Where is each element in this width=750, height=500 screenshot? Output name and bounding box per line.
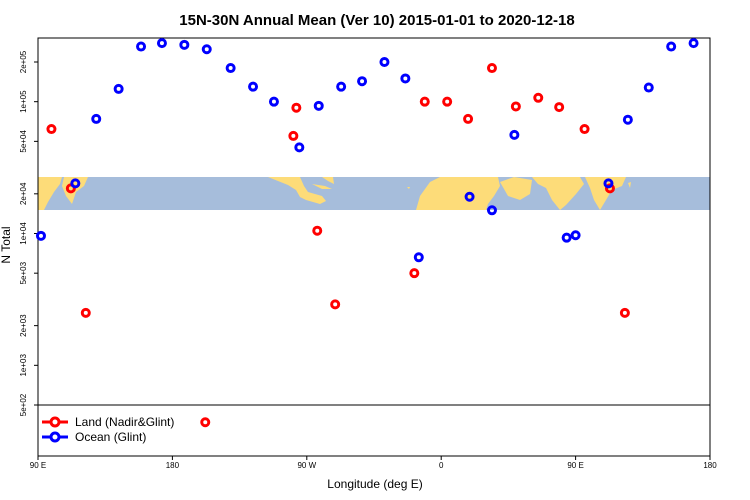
data-point-land xyxy=(619,307,630,318)
data-point-land xyxy=(80,307,91,318)
data-point-ocean xyxy=(179,39,190,50)
data-point-ocean xyxy=(294,142,305,153)
data-point-ocean xyxy=(688,38,699,49)
map-band xyxy=(38,177,710,210)
data-point-land xyxy=(330,299,341,310)
data-point-land xyxy=(312,225,323,236)
data-point-ocean xyxy=(603,178,614,189)
data-point-ocean xyxy=(486,205,497,216)
legend: Land (Nadir&Glint) Ocean (Glint) xyxy=(42,415,174,444)
data-point-ocean xyxy=(248,81,259,92)
map-land-cuba xyxy=(312,184,332,189)
map-land-arabia xyxy=(500,177,532,200)
data-point-land xyxy=(288,130,299,141)
y-axis-title: N Total xyxy=(0,226,13,263)
data-points xyxy=(35,38,699,428)
data-point-ocean xyxy=(509,129,520,140)
data-point-ocean xyxy=(643,82,654,93)
y-tick-label: 5e+04 xyxy=(19,130,28,153)
data-point-land xyxy=(486,63,497,74)
x-tick-label: 90 E xyxy=(567,461,583,470)
legend-ocean-marker xyxy=(49,431,61,443)
y-tick-label: 2e+03 xyxy=(19,314,28,337)
y-tick-label: 5e+03 xyxy=(19,261,28,284)
x-tick-label: 180 xyxy=(166,461,180,470)
data-point-land xyxy=(604,183,615,194)
x-axis-title: Longitude (deg E) xyxy=(327,477,422,491)
data-point-ocean xyxy=(113,83,124,94)
legend-land-marker xyxy=(49,416,61,428)
map-land-left-india xyxy=(38,177,62,210)
map-land-canary xyxy=(407,187,410,189)
y-tick-label: 1e+03 xyxy=(19,354,28,377)
data-point-land xyxy=(291,102,302,113)
data-point-ocean xyxy=(225,63,236,74)
data-point-ocean xyxy=(156,38,167,49)
y-ticks: 5e+02 1e+03 2e+03 5e+03 1e+04 2e+04 5e+04 1e+05… xyxy=(19,50,38,416)
legend-ocean-label: Ocean (Glint) xyxy=(75,430,146,444)
legend-land-label: Land (Nadir&Glint) xyxy=(75,415,174,429)
data-point-ocean xyxy=(70,178,81,189)
plot-frame xyxy=(37,37,711,457)
data-point-land xyxy=(200,417,211,428)
data-point-land xyxy=(409,268,420,279)
data-point-ocean xyxy=(91,113,102,124)
map-land-north-america xyxy=(268,177,326,204)
map-land-indochina xyxy=(585,177,626,210)
x-tick-label: 0 xyxy=(439,461,444,470)
data-point-ocean xyxy=(561,232,572,243)
data-point-ocean xyxy=(400,73,411,84)
data-point-land xyxy=(554,102,565,113)
data-point-ocean xyxy=(35,230,46,241)
data-point-ocean xyxy=(268,96,279,107)
x-tick-label: 90 W xyxy=(297,461,316,470)
data-point-land xyxy=(463,113,474,124)
data-point-land xyxy=(442,96,453,107)
x-ticks: 90 E 180 90 W 0 90 E 180 xyxy=(30,456,717,470)
data-point-ocean xyxy=(622,114,633,125)
data-point-ocean xyxy=(464,191,475,202)
map-land-india xyxy=(532,177,584,210)
map-land-africa xyxy=(416,177,500,210)
data-point-land xyxy=(46,124,57,135)
y-tick-label: 1e+05 xyxy=(19,90,28,113)
data-point-ocean xyxy=(570,230,581,241)
data-point-ocean xyxy=(336,81,347,92)
y-tick-label: 5e+02 xyxy=(19,393,28,416)
data-point-ocean xyxy=(379,57,390,67)
data-point-ocean xyxy=(357,76,368,87)
chart-title: 15N-30N Annual Mean (Ver 10) 2015-01-01 … xyxy=(179,12,574,29)
axes: 5e+02 1e+03 2e+03 5e+03 1e+04 2e+04 5e+04 1e+05… xyxy=(19,37,717,470)
data-point-land xyxy=(533,92,544,103)
y-tick-label: 1e+04 xyxy=(19,222,28,245)
data-point-ocean xyxy=(666,41,677,52)
map-land-florida xyxy=(322,177,334,184)
data-point-ocean xyxy=(313,100,324,111)
data-point-land xyxy=(419,96,430,107)
y-tick-label: 2e+05 xyxy=(19,50,28,73)
legend-entry-ocean: Ocean (Glint) xyxy=(42,430,146,444)
data-point-ocean xyxy=(413,252,424,263)
legend-entry-land: Land (Nadir&Glint) xyxy=(42,415,174,429)
y-tick-label: 2e+04 xyxy=(19,182,28,205)
data-point-ocean xyxy=(201,44,212,55)
data-point-ocean xyxy=(136,41,147,52)
data-point-land xyxy=(579,124,590,135)
x-tick-label: 90 E xyxy=(30,461,46,470)
map-land-taiwan xyxy=(628,182,631,188)
data-point-land xyxy=(510,101,521,112)
x-tick-label: 180 xyxy=(703,461,717,470)
